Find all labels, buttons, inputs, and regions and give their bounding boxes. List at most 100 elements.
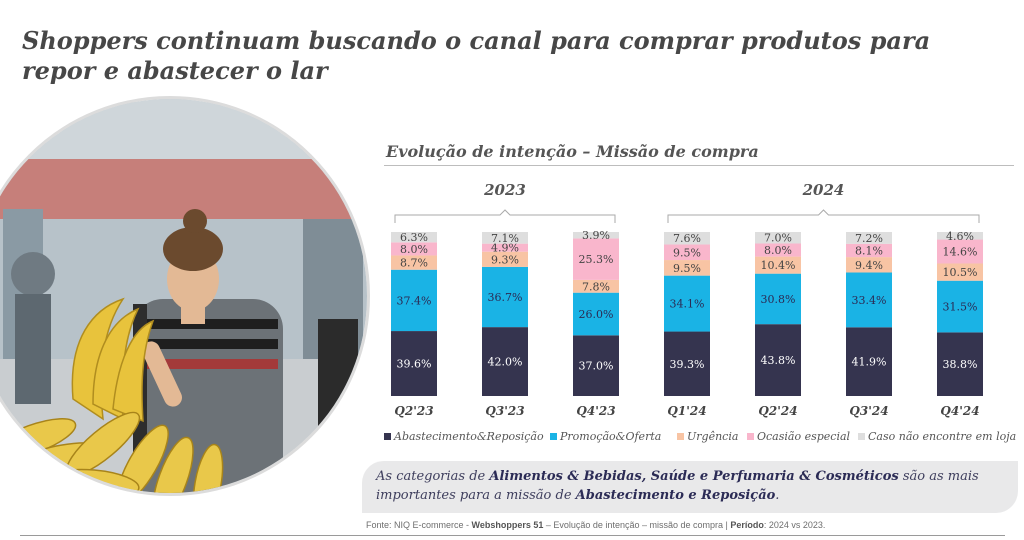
legend-swatch-urg-ncia — [677, 433, 684, 440]
bar-segment-ocasi-o-especial-q3-24 — [846, 243, 892, 258]
data-label-abastecimento-reposi-o-q3-23: 42.0% — [488, 356, 523, 369]
bar-segment-urg-ncia-q4-24 — [937, 263, 983, 281]
data-label-caso-n-o-encontre-em-loja-q2-23: 6.3% — [400, 231, 428, 244]
legend-swatch-promo-o-oferta — [550, 433, 557, 440]
data-label-promo-o-oferta-q2-24: 30.8% — [761, 293, 796, 306]
x-tick-label-q3-23: Q3'23 — [485, 404, 524, 418]
bar-segment-promo-o-oferta-q2-23 — [391, 269, 437, 332]
subtitle-divider — [384, 165, 1014, 166]
bar-segment-promo-o-oferta-q3-24 — [846, 272, 892, 328]
x-tick-label-q3-24: Q3'24 — [849, 404, 888, 418]
x-tick-label-q4-24: Q4'24 — [940, 404, 979, 418]
bar-segment-ocasi-o-especial-q4-24 — [937, 239, 983, 264]
data-label-caso-n-o-encontre-em-loja-q1-24: 7.6% — [673, 232, 701, 245]
data-label-abastecimento-reposi-o-q3-24: 41.9% — [852, 356, 887, 369]
bar-segment-ocasi-o-especial-q3-23 — [482, 243, 528, 252]
bar-segment-ocasi-o-especial-q2-23 — [391, 242, 437, 256]
source-note: Fonte: NIQ E-commerce - Webshoppers 51 –… — [366, 520, 826, 530]
data-label-urg-ncia-q4-24: 10.5% — [943, 266, 978, 279]
bar-segment-ocasi-o-especial-q1-24 — [664, 244, 710, 261]
data-label-urg-ncia-q3-24: 9.4% — [855, 259, 883, 272]
data-label-ocasi-o-especial-q4-23: 25.3% — [579, 253, 614, 266]
mission-stacked-bar-chart: 2023 202439.6%37.4%8.7%8.0%6.3%Q2'2342.0%… — [384, 181, 1016, 443]
legend-swatch-caso-n-o-encontre-em-loja — [858, 433, 865, 440]
bar-segment-urg-ncia-q4-23 — [573, 279, 619, 293]
bar-segment-promo-o-oferta-q2-24 — [755, 273, 801, 325]
legend-label-caso-n-o-encontre-em-loja: Caso não encontre em loja — [868, 430, 1016, 443]
x-tick-label-q4-23: Q4'23 — [576, 404, 615, 418]
bar-segment-urg-ncia-q2-24 — [755, 256, 801, 274]
data-label-urg-ncia-q2-23: 8.7% — [400, 257, 428, 270]
bar-segment-urg-ncia-q2-23 — [391, 255, 437, 270]
x-tick-label-q2-24: Q2'24 — [758, 404, 797, 418]
data-label-caso-n-o-encontre-em-loja-q3-24: 7.2% — [855, 232, 883, 245]
shopper-photo — [0, 96, 370, 496]
page-title: Shoppers continuam buscando o canal para… — [22, 26, 931, 85]
data-label-abastecimento-reposi-o-q2-23: 39.6% — [397, 358, 432, 371]
data-label-promo-o-oferta-q2-23: 37.4% — [397, 294, 432, 307]
legend-swatch-abastecimento-reposi-o — [384, 433, 391, 440]
data-label-urg-ncia-q4-23: 7.8% — [582, 280, 610, 293]
group-bracket-1 — [667, 209, 980, 223]
bar-segment-caso-n-o-encontre-em-loja-q4-23 — [573, 232, 619, 239]
data-label-ocasi-o-especial-q4-24: 14.6% — [943, 246, 978, 259]
data-label-promo-o-oferta-q4-23: 26.0% — [579, 308, 614, 321]
data-label-ocasi-o-especial-q1-24: 9.5% — [673, 246, 701, 259]
bar-segment-caso-n-o-encontre-em-loja-q3-23 — [482, 232, 528, 244]
bar-segment-abastecimento-reposi-o-q2-23 — [391, 331, 437, 396]
bar-segment-ocasi-o-especial-q4-23 — [573, 238, 619, 280]
data-label-caso-n-o-encontre-em-loja-q3-23: 7.1% — [491, 232, 519, 245]
bar-segment-abastecimento-reposi-o-q2-24 — [755, 324, 801, 396]
data-label-ocasi-o-especial-q3-23: 4.9% — [491, 242, 519, 255]
data-label-promo-o-oferta-q4-24: 31.5% — [943, 301, 978, 314]
bar-segment-promo-o-oferta-q4-23 — [573, 292, 619, 336]
bar-segment-abastecimento-reposi-o-q4-24 — [937, 332, 983, 396]
bar-segment-caso-n-o-encontre-em-loja-q2-24 — [755, 232, 801, 244]
legend-label-abastecimento-reposi-o: Abastecimento&Reposição — [393, 430, 544, 443]
legend-label-urg-ncia: Urgência — [687, 430, 738, 443]
data-label-promo-o-oferta-q3-24: 33.4% — [852, 294, 887, 307]
footer-divider — [20, 535, 1005, 536]
legend-label-ocasi-o-especial: Ocasião especial — [757, 430, 851, 443]
legend-label-promo-o-oferta: Promoção&Oferta — [559, 430, 661, 443]
x-tick-label-q1-24: Q1'24 — [667, 404, 706, 418]
data-label-ocasi-o-especial-q2-23: 8.0% — [400, 243, 428, 256]
bar-segment-ocasi-o-especial-q2-24 — [755, 243, 801, 257]
data-label-promo-o-oferta-q3-23: 36.7% — [488, 291, 523, 304]
data-label-caso-n-o-encontre-em-loja-q2-24: 7.0% — [764, 232, 792, 245]
bar-segment-caso-n-o-encontre-em-loja-q1-24 — [664, 232, 710, 245]
data-label-urg-ncia-q3-23: 9.3% — [491, 253, 519, 266]
bar-segment-urg-ncia-q3-23 — [482, 251, 528, 267]
data-label-ocasi-o-especial-q2-24: 8.0% — [764, 244, 792, 257]
bar-segment-promo-o-oferta-q3-23 — [482, 266, 528, 328]
data-label-urg-ncia-q2-24: 10.4% — [761, 259, 796, 272]
bar-segment-promo-o-oferta-q1-24 — [664, 275, 710, 332]
group-label-2023: 2023 — [483, 181, 526, 199]
data-label-abastecimento-reposi-o-q4-24: 38.8% — [943, 358, 978, 371]
data-label-abastecimento-reposi-o-q1-24: 39.3% — [670, 358, 705, 371]
callout-text: As categorias de Alimentos & Bebidas, Sa… — [376, 469, 979, 503]
data-label-caso-n-o-encontre-em-loja-q4-24: 4.6% — [946, 230, 974, 243]
data-label-urg-ncia-q1-24: 9.5% — [673, 262, 701, 275]
bar-segment-caso-n-o-encontre-em-loja-q2-23 — [391, 232, 437, 243]
callout-box: As categorias de Alimentos & Bebidas, Sa… — [362, 461, 1018, 513]
bar-segment-urg-ncia-q1-24 — [664, 260, 710, 276]
data-label-abastecimento-reposi-o-q2-24: 43.8% — [761, 354, 796, 367]
shopper-with-bananas-image — [0, 99, 367, 493]
x-tick-label-q2-23: Q2'23 — [394, 404, 433, 418]
bar-segment-urg-ncia-q3-24 — [846, 257, 892, 273]
bar-segment-caso-n-o-encontre-em-loja-q3-24 — [846, 232, 892, 244]
bar-segment-abastecimento-reposi-o-q3-23 — [482, 327, 528, 396]
legend-swatch-ocasi-o-especial — [747, 433, 754, 440]
bar-segment-abastecimento-reposi-o-q1-24 — [664, 331, 710, 396]
data-label-caso-n-o-encontre-em-loja-q4-23: 3.9% — [582, 229, 610, 242]
bar-segment-abastecimento-reposi-o-q3-24 — [846, 327, 892, 396]
data-label-abastecimento-reposi-o-q4-23: 37.0% — [579, 360, 614, 373]
bar-segment-abastecimento-reposi-o-q4-23 — [573, 335, 619, 396]
group-bracket-0 — [394, 209, 616, 223]
group-label-2024: 2024 — [802, 181, 845, 199]
bar-segment-caso-n-o-encontre-em-loja-q4-24 — [937, 232, 983, 240]
chart-subtitle: Evolução de intenção – Missão de compra — [386, 142, 759, 161]
data-label-promo-o-oferta-q1-24: 34.1% — [670, 298, 705, 311]
data-label-ocasi-o-especial-q3-24: 8.1% — [855, 244, 883, 257]
